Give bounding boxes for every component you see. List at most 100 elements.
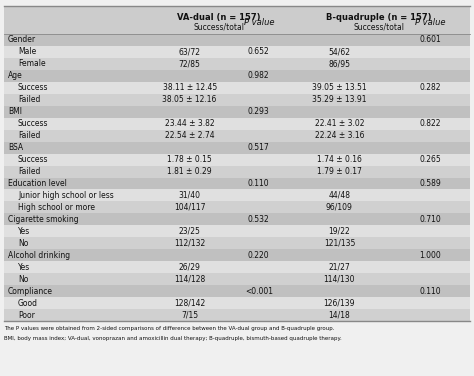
Text: 112/132: 112/132	[174, 239, 205, 248]
Bar	[4, 202, 470, 213]
Text: Success: Success	[18, 83, 48, 92]
Text: Success: Success	[18, 155, 48, 164]
Text: Success/total: Success/total	[193, 22, 245, 31]
Text: P value: P value	[415, 18, 446, 27]
Text: 1.74 ± 0.16: 1.74 ± 0.16	[317, 155, 362, 164]
Text: 0.652: 0.652	[248, 47, 270, 56]
Text: 72/85: 72/85	[179, 59, 201, 68]
Text: 0.293: 0.293	[248, 107, 270, 116]
Bar	[4, 82, 470, 94]
Text: 104/117: 104/117	[174, 203, 205, 212]
Text: 0.110: 0.110	[419, 287, 441, 296]
Text: 19/22: 19/22	[328, 227, 350, 236]
Bar	[4, 273, 470, 285]
Text: Junior high school or less: Junior high school or less	[18, 191, 114, 200]
Text: 26/29: 26/29	[179, 263, 201, 272]
Text: 126/139: 126/139	[324, 299, 355, 308]
Text: 0.220: 0.220	[248, 251, 270, 260]
Text: Good: Good	[18, 299, 38, 308]
Bar	[4, 130, 470, 142]
Text: <0.001: <0.001	[245, 287, 273, 296]
Bar	[4, 46, 470, 58]
Bar	[4, 58, 470, 70]
Bar	[4, 213, 470, 225]
Bar	[4, 285, 470, 297]
Text: BMI, body mass index; VA-dual, vonoprazan and amoxicillin dual therapy; B-quadru: BMI, body mass index; VA-dual, vonopraza…	[4, 336, 342, 341]
Bar	[4, 34, 470, 46]
Text: 1.000: 1.000	[419, 251, 441, 260]
Text: 0.265: 0.265	[419, 155, 441, 164]
Text: 1.78 ± 0.15: 1.78 ± 0.15	[167, 155, 212, 164]
Text: 114/130: 114/130	[324, 274, 355, 284]
Text: 1.79 ± 0.17: 1.79 ± 0.17	[317, 167, 362, 176]
Text: 114/128: 114/128	[174, 274, 205, 284]
Text: Failed: Failed	[18, 131, 40, 140]
Text: P value: P value	[244, 18, 274, 27]
Text: Yes: Yes	[18, 263, 30, 272]
Bar	[4, 237, 470, 249]
Bar	[4, 118, 470, 130]
Text: 54/62: 54/62	[328, 47, 350, 56]
Text: Male: Male	[18, 47, 36, 56]
Text: 0.282: 0.282	[419, 83, 441, 92]
Text: 38.05 ± 12.16: 38.05 ± 12.16	[163, 95, 217, 104]
Bar	[4, 153, 470, 165]
Text: 0.532: 0.532	[248, 215, 270, 224]
Bar	[4, 165, 470, 177]
Bar	[4, 190, 470, 202]
Bar	[4, 142, 470, 153]
Text: 44/48: 44/48	[328, 191, 350, 200]
Text: 128/142: 128/142	[174, 299, 205, 308]
Text: Success/total: Success/total	[354, 22, 405, 31]
Text: 22.24 ± 3.16: 22.24 ± 3.16	[315, 131, 364, 140]
Text: 0.822: 0.822	[419, 119, 441, 128]
Text: High school or more: High school or more	[18, 203, 95, 212]
Text: 14/18: 14/18	[328, 311, 350, 320]
Text: 86/95: 86/95	[328, 59, 350, 68]
Text: 96/109: 96/109	[326, 203, 353, 212]
Text: 35.29 ± 13.91: 35.29 ± 13.91	[312, 95, 367, 104]
Text: 0.710: 0.710	[419, 215, 441, 224]
Text: 23/25: 23/25	[179, 227, 201, 236]
Text: Gender: Gender	[8, 35, 36, 44]
Text: The P values were obtained from 2-sided comparisons of difference between the VA: The P values were obtained from 2-sided …	[4, 326, 335, 331]
Text: 1.81 ± 0.29: 1.81 ± 0.29	[167, 167, 212, 176]
Text: Age: Age	[8, 71, 23, 80]
Bar	[4, 94, 470, 106]
Text: VA-dual (n = 157): VA-dual (n = 157)	[177, 13, 261, 22]
Bar	[4, 249, 470, 261]
Text: Yes: Yes	[18, 227, 30, 236]
Bar	[4, 6, 470, 34]
Bar	[4, 70, 470, 82]
Text: No: No	[18, 239, 28, 248]
Text: 23.44 ± 3.82: 23.44 ± 3.82	[165, 119, 214, 128]
Text: BMI: BMI	[8, 107, 22, 116]
Text: Failed: Failed	[18, 167, 40, 176]
Text: 22.54 ± 2.74: 22.54 ± 2.74	[165, 131, 214, 140]
Text: 39.05 ± 13.51: 39.05 ± 13.51	[312, 83, 367, 92]
Text: Failed: Failed	[18, 95, 40, 104]
Text: 121/135: 121/135	[324, 239, 355, 248]
Text: 38.11 ± 12.45: 38.11 ± 12.45	[163, 83, 217, 92]
Text: No: No	[18, 274, 28, 284]
Bar	[4, 261, 470, 273]
Bar	[4, 297, 470, 309]
Text: Female: Female	[18, 59, 46, 68]
Bar	[4, 309, 470, 321]
Text: 0.982: 0.982	[248, 71, 270, 80]
Bar	[4, 106, 470, 118]
Text: Cigarette smoking: Cigarette smoking	[8, 215, 79, 224]
Text: Success: Success	[18, 119, 48, 128]
Bar	[4, 225, 470, 237]
Text: BSA: BSA	[8, 143, 23, 152]
Text: 63/72: 63/72	[179, 47, 201, 56]
Text: B-quadruple (n = 157): B-quadruple (n = 157)	[327, 13, 432, 22]
Text: 21/27: 21/27	[328, 263, 350, 272]
Text: 0.601: 0.601	[419, 35, 441, 44]
Text: 31/40: 31/40	[179, 191, 201, 200]
Text: 7/15: 7/15	[181, 311, 198, 320]
Text: 0.589: 0.589	[419, 179, 441, 188]
Text: 22.41 ± 3.02: 22.41 ± 3.02	[315, 119, 364, 128]
Text: Alcohol drinking: Alcohol drinking	[8, 251, 70, 260]
Text: Compliance: Compliance	[8, 287, 53, 296]
